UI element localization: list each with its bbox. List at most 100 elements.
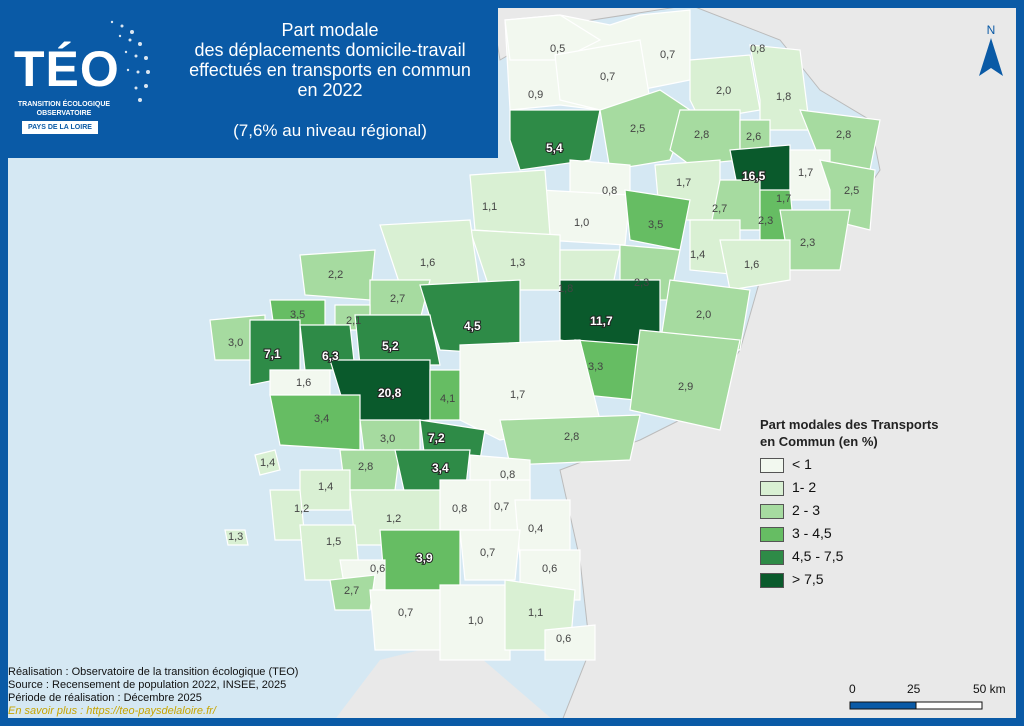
- value-label: 2,0: [696, 309, 711, 321]
- credit-line: Source : Recensement de population 2022,…: [8, 679, 287, 691]
- legend-item: < 1: [760, 456, 990, 476]
- value-label: 0,4: [528, 523, 543, 535]
- value-label: 3,0: [228, 337, 243, 349]
- value-label: 1,8: [558, 283, 573, 295]
- legend-item: 2 - 3: [760, 502, 990, 522]
- more-info-link[interactable]: En savoir plus : https://teo-paysdelaloi…: [8, 705, 216, 717]
- value-label: 11,7: [590, 314, 613, 328]
- value-label: 0,8: [500, 469, 515, 481]
- value-label: 3,5: [648, 219, 663, 231]
- value-label: 2,7: [344, 585, 359, 597]
- value-label: 2,8: [836, 129, 851, 141]
- value-label: 2,7: [712, 203, 727, 215]
- legend-label: < 1: [792, 456, 812, 472]
- value-label: 0,7: [494, 501, 509, 513]
- value-label: 1,3: [228, 531, 243, 543]
- value-label: 0,6: [370, 563, 385, 575]
- teo-logo-dots-icon: [110, 20, 150, 102]
- value-label: 0,7: [600, 71, 615, 83]
- legend-swatch: [760, 458, 784, 473]
- value-label: 2,3: [800, 237, 815, 249]
- value-label: 1,5: [326, 536, 341, 548]
- value-label: 1,6: [744, 259, 759, 271]
- title-line: Part modale: [281, 20, 379, 40]
- value-label: 1,1: [528, 607, 543, 619]
- legend-label: 1- 2: [792, 479, 817, 495]
- value-label: 0,7: [480, 547, 495, 559]
- value-label: 1,8: [776, 91, 791, 103]
- value-label: 0,7: [660, 49, 675, 61]
- frame-top: [0, 0, 1024, 8]
- value-label: 5,2: [382, 339, 399, 353]
- value-label: 1,3: [510, 257, 525, 269]
- title-line: en 2022: [297, 80, 363, 100]
- value-label: 2,8: [564, 431, 579, 443]
- value-label: 2,2: [328, 269, 343, 281]
- value-label: 3,9: [416, 551, 433, 565]
- scale-tick-label: 0: [849, 682, 856, 696]
- legend-label: > 7,5: [792, 571, 824, 587]
- value-label: 20,8: [378, 386, 402, 400]
- north-arrow: N: [976, 22, 1006, 78]
- legend-item: 3 - 4,5: [760, 525, 990, 545]
- value-label: 4,5: [464, 319, 481, 333]
- value-label: 1,0: [574, 217, 589, 229]
- logo-badge: PAYS DE LA LOIRE: [22, 121, 98, 134]
- credit-line: Réalisation : Observatoire de la transit…: [8, 666, 299, 678]
- legend-label: 3 - 4,5: [792, 525, 832, 541]
- frame-right: [1016, 0, 1024, 726]
- value-label: 16,5: [742, 169, 766, 183]
- value-label: 0,6: [556, 633, 571, 645]
- value-label: 1,2: [294, 503, 309, 515]
- frame-bottom: [0, 718, 1024, 726]
- value-label: 2,1: [346, 315, 361, 327]
- value-label: 4,1: [440, 393, 455, 405]
- value-label: 5,4: [546, 141, 563, 155]
- legend-title: Part modales des Transports en Commun (e…: [760, 416, 990, 450]
- value-label: 1,4: [690, 249, 705, 261]
- value-label: 7,2: [428, 431, 445, 445]
- value-label: 1,6: [296, 377, 311, 389]
- neighbouring-land: [489, 0, 1024, 726]
- value-label: 7,1: [264, 347, 281, 361]
- title-line: des déplacements domicile-travail: [194, 40, 466, 60]
- scale-tick-label: 50 km: [973, 682, 1006, 696]
- legend-item: > 7,5: [760, 571, 990, 591]
- value-label: 0,8: [750, 43, 765, 55]
- legend-item: 1- 2: [760, 479, 990, 499]
- credits: Réalisation : Observatoire de la transit…: [8, 666, 298, 718]
- legend-item: 4,5 - 7,5: [760, 548, 990, 568]
- value-label: 6,3: [322, 349, 339, 363]
- legend-swatch: [760, 573, 784, 588]
- value-label: 2,5: [844, 185, 859, 197]
- legend-swatch: [760, 527, 784, 542]
- north-letter: N: [987, 23, 996, 37]
- map-subtitle: (7,6% au niveau régional): [233, 121, 427, 140]
- legend-title-line: en Commun (en %): [760, 434, 878, 449]
- value-label: 1,1: [482, 201, 497, 213]
- legend-title-line: Part modales des Transports: [760, 417, 939, 432]
- logo-subtitle: TRANSITION ÉCOLOGIQUE OBSERVATOIRE: [17, 101, 111, 117]
- credit-line: Période de réalisation : Décembre 2025: [8, 692, 202, 704]
- title-line: effectués en transports en commun: [189, 60, 471, 80]
- value-label: 3,4: [314, 413, 329, 425]
- value-label: 2,8: [694, 129, 709, 141]
- value-label: 2,9: [678, 381, 693, 393]
- legend-swatch: [760, 550, 784, 565]
- legend-label: 2 - 3: [792, 502, 821, 518]
- value-label: 3,0: [380, 433, 395, 445]
- value-label: 2,7: [390, 293, 405, 305]
- region-polygons: [209, 9, 881, 661]
- scale-bar: 0 25 50 km: [845, 682, 1010, 712]
- value-label: 3,4: [432, 461, 449, 475]
- logo-title: TÉO: [14, 41, 120, 97]
- north-arrow-icon: N: [979, 23, 1003, 76]
- map-title: Part modale des déplacements domicile-tr…: [170, 20, 490, 100]
- legend-swatch: [760, 504, 784, 519]
- value-label: 2,5: [630, 123, 645, 135]
- value-label: 3,3: [588, 361, 603, 373]
- value-label: 1,7: [798, 167, 813, 179]
- header-panel: TÉO TRANSITION ÉCOLOGIQUE OBSERVATOIRE P…: [0, 0, 498, 158]
- value-label: 2,0: [716, 85, 731, 97]
